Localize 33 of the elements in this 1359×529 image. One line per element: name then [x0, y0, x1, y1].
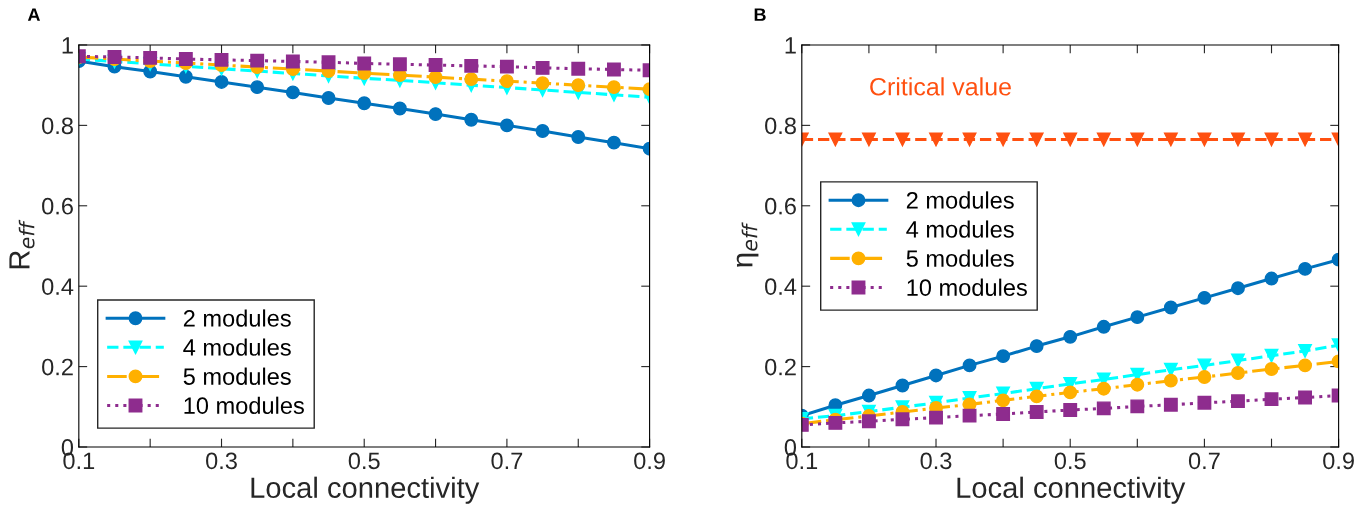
x-tick-label: 0.9: [634, 452, 665, 470]
x-tick-label: 0.3: [920, 452, 952, 470]
legend-label: 2 modules: [906, 191, 1014, 209]
y-axis-title: η$_{eff}$: [736, 222, 759, 267]
y-tick-label: 1: [62, 37, 73, 54]
y-tick-label: 0.4: [765, 278, 797, 295]
y-tick-label: 1: [785, 37, 796, 54]
y-tick-label: 0.8: [42, 117, 73, 135]
x-tick-label: 0.5: [348, 452, 380, 470]
legend-label: 4 modules: [906, 220, 1014, 238]
x-tick-label: 0.7: [491, 452, 523, 470]
y-tick-label: 0.2: [765, 358, 796, 376]
legend-label: 5 modules: [183, 367, 291, 385]
x-tick-label: 0.9: [1323, 452, 1354, 470]
x-tick-label: 0.5: [1054, 452, 1086, 470]
x-tick-label: 0.3: [206, 452, 237, 470]
text: B: [754, 8, 766, 21]
x-tick-label: 0.7: [1188, 452, 1220, 470]
legend-label: 5 modules: [906, 249, 1014, 267]
legend-label: 2 modules: [183, 309, 291, 327]
x-axis-title: Local connectivity: [251, 476, 480, 504]
annotation: Critical value: [870, 77, 1011, 96]
x-axis-title: Local connectivity: [957, 476, 1186, 504]
y-tick-label: 0.2: [42, 358, 73, 376]
legend-label: 10 modules: [907, 278, 1027, 296]
y-tick-label: 0.4: [42, 278, 74, 295]
text: A: [27, 8, 41, 21]
y-tick-label: 0.6: [765, 197, 796, 215]
y-axis-title: R$_{eff}$: [9, 219, 35, 269]
legend-label: 10 modules: [184, 396, 304, 414]
y-tick-label: 0.8: [765, 117, 796, 135]
y-tick-label: 0.6: [42, 197, 73, 215]
legend-label: 4 modules: [183, 338, 291, 356]
